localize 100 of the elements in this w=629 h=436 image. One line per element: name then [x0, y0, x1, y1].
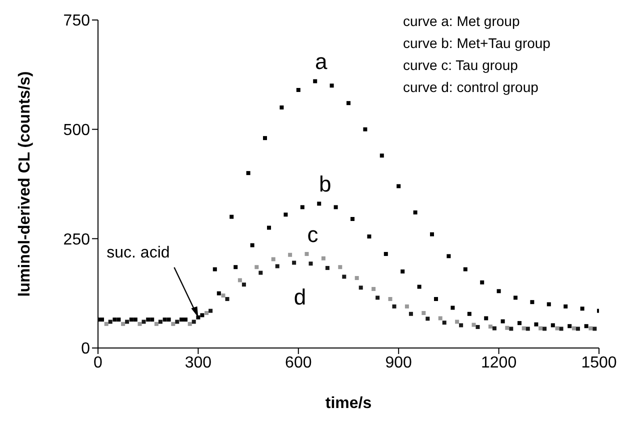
point	[417, 284, 422, 289]
point	[584, 324, 588, 328]
point	[184, 318, 188, 322]
point	[100, 318, 104, 322]
point	[321, 256, 326, 260]
x-tick-label: 0	[94, 354, 103, 372]
annotation: suc. acid	[106, 244, 170, 262]
point	[430, 232, 434, 236]
x-axis-title: time/s	[325, 395, 372, 412]
point	[576, 326, 580, 331]
point	[221, 294, 226, 298]
point	[588, 326, 593, 330]
point	[476, 325, 480, 330]
point	[484, 316, 488, 320]
point	[196, 315, 200, 320]
point	[175, 320, 180, 324]
point	[104, 322, 108, 326]
point	[238, 278, 242, 282]
y-tick-label: 0	[81, 340, 90, 358]
point	[555, 326, 560, 330]
point	[230, 214, 234, 219]
annotation: curve b: Met+Tau group	[403, 34, 550, 53]
y-tick-label: 750	[63, 12, 90, 30]
point	[150, 318, 154, 322]
point	[564, 304, 568, 308]
point	[258, 270, 263, 275]
point	[212, 267, 217, 272]
point	[496, 289, 501, 294]
point	[254, 265, 259, 270]
series-label: a	[314, 49, 328, 74]
y-tick-label: 500	[63, 122, 90, 140]
point	[592, 326, 597, 331]
point	[280, 105, 284, 110]
point	[396, 184, 401, 188]
point	[492, 326, 496, 330]
point	[296, 88, 300, 92]
annotation: curve d: control group	[403, 78, 540, 97]
point	[138, 322, 142, 326]
point	[413, 210, 418, 214]
point	[154, 322, 158, 326]
point	[422, 311, 426, 316]
point	[208, 308, 213, 313]
point	[242, 282, 246, 287]
point	[572, 326, 576, 330]
point	[463, 267, 468, 272]
point	[246, 171, 250, 176]
point	[346, 101, 350, 106]
point	[505, 326, 510, 330]
point	[234, 265, 238, 270]
point	[580, 306, 584, 311]
point	[426, 316, 430, 321]
point	[133, 318, 138, 322]
point	[200, 313, 204, 318]
point	[166, 318, 171, 322]
point	[538, 326, 543, 330]
point	[192, 320, 196, 324]
point	[112, 318, 117, 322]
series-label: b	[318, 172, 332, 197]
x-tick-label: 300	[184, 354, 212, 372]
point	[250, 243, 254, 248]
point	[158, 320, 162, 324]
point	[271, 257, 276, 262]
point	[129, 318, 134, 322]
point	[317, 202, 322, 206]
point	[380, 154, 384, 158]
point	[559, 326, 564, 331]
point	[108, 320, 112, 324]
point	[546, 302, 551, 306]
point	[146, 318, 150, 322]
point	[526, 326, 530, 331]
point	[225, 297, 230, 302]
point	[350, 216, 355, 221]
point	[121, 322, 126, 326]
point	[367, 234, 372, 238]
point	[518, 321, 522, 326]
annotation: curve a: Met group	[403, 12, 521, 31]
point	[509, 326, 514, 331]
point	[459, 323, 464, 328]
point	[388, 297, 392, 302]
point	[334, 205, 338, 210]
point	[363, 127, 368, 132]
point	[292, 260, 296, 265]
point	[171, 322, 176, 326]
y-axis-title: luminol-derived CL (counts/s)	[16, 71, 34, 297]
point	[162, 318, 167, 322]
point	[358, 286, 363, 290]
point	[400, 269, 405, 274]
x-tick-label: 900	[385, 354, 412, 372]
x-tick-label: 1500	[581, 354, 617, 372]
point	[313, 79, 318, 84]
point	[550, 323, 555, 328]
point	[354, 276, 359, 280]
point	[542, 326, 547, 331]
point	[522, 326, 526, 330]
point	[116, 318, 121, 322]
point	[204, 311, 209, 316]
point	[372, 286, 376, 291]
point	[392, 304, 396, 308]
point	[308, 262, 313, 266]
point	[438, 316, 442, 320]
